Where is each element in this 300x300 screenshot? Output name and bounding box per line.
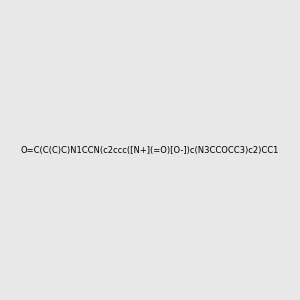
Text: O=C(C(C)C)N1CCN(c2ccc([N+](=O)[O-])c(N3CCOCC3)c2)CC1: O=C(C(C)C)N1CCN(c2ccc([N+](=O)[O-])c(N3C… [21, 146, 279, 154]
